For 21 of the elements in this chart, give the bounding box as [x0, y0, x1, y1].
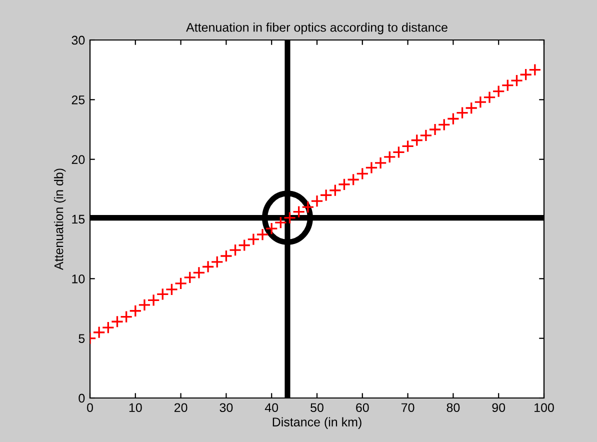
chart-title: Attenuation in fiber optics according to distance [186, 22, 448, 34]
x-tick-label: 70 [401, 403, 414, 412]
y-tick-label: 10 [72, 274, 85, 284]
x-tick-label: 20 [174, 403, 188, 412]
y-tick-label: 30 [72, 36, 85, 45]
x-tick-label: 100 [534, 403, 554, 412]
x-tick-label: 30 [220, 403, 233, 412]
x-axis-title: Distance (in km) [272, 417, 362, 429]
y-tick-label: 0 [78, 394, 85, 403]
x-tick-label: 80 [446, 403, 460, 412]
x-tick-label: 60 [356, 403, 369, 412]
y-axis-title: Attenuation (in db) [54, 168, 66, 270]
y-tick-label: 25 [72, 95, 85, 104]
x-tick-label: 40 [264, 403, 278, 412]
x-tick-label: 90 [492, 403, 506, 412]
y-tick-label: 5 [78, 334, 85, 343]
y-tick-label: 15 [72, 214, 85, 224]
x-tick-label: 10 [129, 403, 142, 412]
x-tick-label: 50 [310, 403, 324, 412]
x-tick-label: 0 [87, 403, 93, 412]
y-tick-label: 20 [72, 155, 85, 164]
